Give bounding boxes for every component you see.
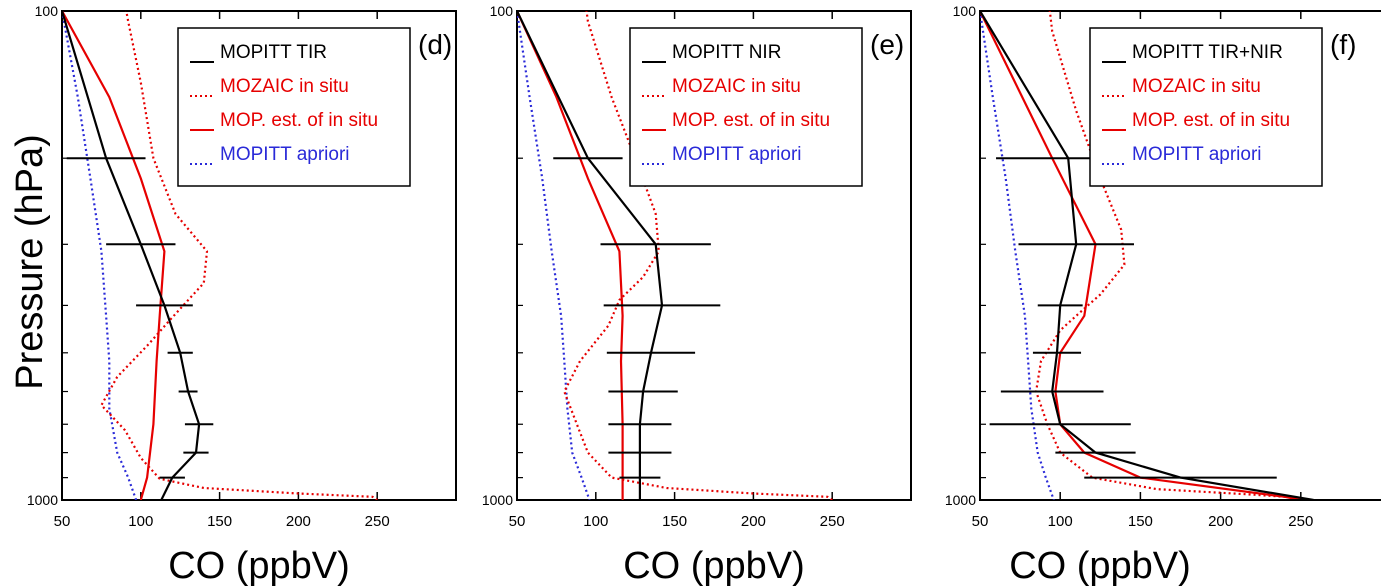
series-line-apriori — [517, 11, 591, 500]
y-tick-label: 1000 — [482, 492, 513, 508]
series-line-retrieval — [62, 11, 201, 500]
legend-label-estimate: MOP. est. of in situ — [220, 110, 378, 131]
x-axis-title: CO (ppbV) — [623, 545, 805, 586]
x-tick-label: 50 — [972, 513, 989, 530]
series-line-estimate — [62, 11, 166, 500]
y-tick-label: 100 — [35, 3, 59, 19]
chart-panel-1: 50 100 150 200 250 100 1000 CO (ppbV) MOPITT TIR… — [27, 3, 457, 586]
legend-label-estimate: MOP. est. of in situ — [672, 110, 830, 131]
legend-box — [177, 27, 411, 187]
legend-label-insitu: MOZAIC in situ — [220, 76, 349, 97]
y-tick-label: 1000 — [945, 492, 976, 508]
legend-label-retrieval: MOPITT TIR — [220, 42, 327, 63]
x-tick-label: 250 — [1288, 513, 1313, 530]
plot-frame — [979, 10, 1381, 501]
panel-label: (e) — [870, 29, 904, 60]
y-axis-title: Pressure (hPa) — [9, 134, 51, 390]
legend-box — [629, 27, 863, 187]
x-tick-label: 150 — [207, 513, 232, 530]
panel-label: (d) — [418, 29, 452, 60]
series-line-retrieval — [980, 11, 1314, 500]
legend-label-apriori: MOPITT apriori — [1132, 144, 1262, 165]
legend-label-insitu: MOZAIC in situ — [1132, 76, 1261, 97]
chart-panel-2: 50 100 150 200 250 100 1000 CO (ppbV) MOPITT NIR… — [482, 3, 912, 586]
y-tick-label: 1000 — [27, 492, 58, 508]
x-tick-label: 150 — [1128, 513, 1153, 530]
x-tick-label: 100 — [128, 513, 153, 530]
x-tick-label: 200 — [286, 513, 311, 530]
chart-panel-3: 50 100 150 200 250 100 1000 CO (ppbV) MOPITT TIR… — [945, 3, 1381, 586]
plot-frame — [61, 10, 457, 501]
x-tick-label: 100 — [1048, 513, 1073, 530]
y-tick-label: 100 — [953, 3, 977, 19]
x-tick-label: 150 — [662, 513, 687, 530]
x-tick-label: 50 — [509, 513, 526, 530]
legend-box — [1089, 27, 1323, 187]
series-line-retrieval — [517, 11, 664, 500]
x-tick-label: 200 — [1208, 513, 1233, 530]
series-line-estimate — [517, 11, 624, 500]
plot-frame — [516, 10, 912, 501]
x-axis-title: CO (ppbV) — [168, 545, 350, 586]
legend-label-estimate: MOP. est. of in situ — [1132, 110, 1290, 131]
series-line-apriori — [62, 11, 138, 500]
panel-label: (f) — [1330, 29, 1356, 60]
y-tick-label: 100 — [490, 3, 514, 19]
x-tick-label: 250 — [365, 513, 390, 530]
x-tick-label: 50 — [54, 513, 71, 530]
x-tick-label: 200 — [741, 513, 766, 530]
legend-label-apriori: MOPITT apriori — [672, 144, 802, 165]
legend-label-insitu: MOZAIC in situ — [672, 76, 801, 97]
legend-label-apriori: MOPITT apriori — [220, 144, 350, 165]
legend-label-retrieval: MOPITT NIR — [672, 42, 781, 63]
legend-label-retrieval: MOPITT TIR+NIR — [1132, 42, 1283, 63]
x-axis-title: CO (ppbV) — [1009, 545, 1191, 586]
x-tick-label: 100 — [583, 513, 608, 530]
series-line-apriori — [980, 11, 1055, 500]
x-tick-label: 250 — [820, 513, 845, 530]
